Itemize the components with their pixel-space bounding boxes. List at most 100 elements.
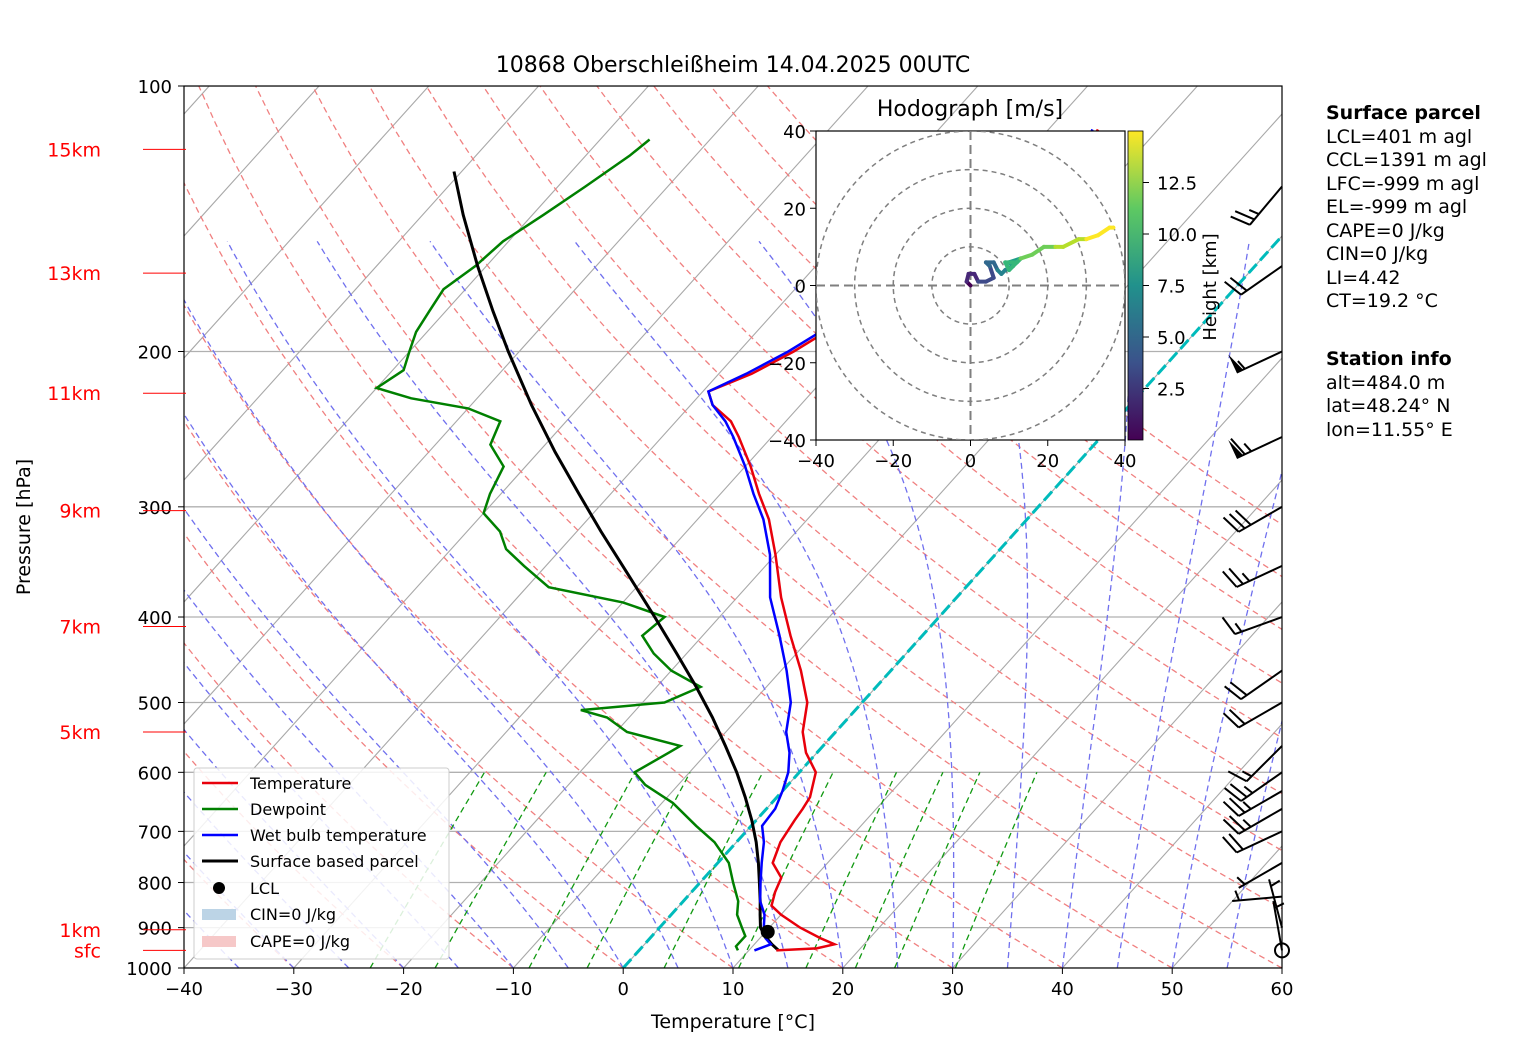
legend-cape-swatch [202, 936, 236, 947]
x-tick-label: 50 [1161, 979, 1184, 1000]
hodograph-x-tick-label: 0 [965, 451, 976, 472]
colorbar-tick-label: 5.0 [1157, 328, 1186, 349]
wind-barbs [1221, 185, 1290, 959]
x-tick-label: −30 [275, 979, 313, 1000]
dry-adiabat [198, 86, 1063, 968]
el-value: EL=-999 m agl [1326, 196, 1468, 218]
barb-full [1230, 215, 1251, 226]
colorbar-ticks: 2.5 5.0 7.5 10.0 12.5 [1143, 174, 1197, 401]
wind-barb [1222, 790, 1283, 817]
y-tick-label: 500 [138, 693, 172, 714]
legend-cin: CIN=0 J/kg [250, 905, 336, 924]
barb-staff [1238, 701, 1283, 729]
moist-adiabat [1116, 241, 1250, 968]
barb-half [1236, 876, 1246, 886]
moist-adiabat [429, 240, 844, 968]
height-label: 1km [59, 920, 101, 942]
height-label: 7km [59, 616, 101, 638]
isotherm [184, 86, 759, 725]
barb-half [1243, 785, 1254, 794]
barb-full [1234, 509, 1252, 526]
moist-adiabat [184, 507, 569, 968]
legend-temperature: Temperature [249, 774, 351, 793]
moist-adiabat [184, 298, 679, 968]
barb-half [1234, 890, 1241, 901]
wind-barb [1236, 862, 1283, 889]
barb-full [1234, 210, 1255, 221]
legend-wetbulb: Wet bulb temperature [250, 826, 427, 845]
isotherm [1061, 723, 1282, 968]
height-label: 9km [59, 501, 101, 523]
barb-full [1228, 797, 1246, 814]
hodograph-segment [1061, 237, 1081, 249]
hodograph-x-tick-label: −20 [874, 451, 912, 472]
station-longitude: lon=11.55° E [1326, 418, 1453, 441]
barb-half [1241, 572, 1251, 582]
wind-barb [1222, 564, 1283, 588]
dry-adiabat [184, 181, 953, 968]
barb-staff [1234, 616, 1283, 636]
wind-barb [1268, 879, 1283, 928]
barb-full [1221, 616, 1236, 635]
barb-half [1234, 622, 1243, 633]
hodograph-y-tick-label: −20 [768, 354, 806, 375]
barb-full [1222, 516, 1240, 533]
wind-barb [1222, 505, 1283, 533]
barb-full [1224, 685, 1242, 701]
height-label: 15km [47, 139, 101, 161]
barb-staff [1236, 350, 1283, 374]
x-tick-label: −40 [165, 979, 203, 1000]
x-tick-label: −20 [385, 979, 423, 1000]
legend-parcel: Surface based parcel [250, 852, 419, 871]
dry-adiabat [425, 86, 1282, 852]
height-label: 11km [47, 383, 101, 405]
moist-adiabat [1061, 241, 1132, 968]
moist-adiabat [184, 589, 514, 968]
barb-full [1222, 818, 1240, 835]
barb-staff [1232, 895, 1283, 902]
surface-parcel-panel: Surface parcel LCL=401 m agl CCL=1391 m … [1326, 102, 1487, 314]
mixing-ratio-line [894, 772, 981, 968]
hodograph-segment [1095, 225, 1112, 238]
x-tick-label: 0 [617, 979, 628, 1000]
colorbar-tick-label: 12.5 [1157, 174, 1197, 195]
barb-staff [1236, 436, 1283, 460]
barb-full [1228, 513, 1246, 530]
hodograph-segment [1018, 252, 1035, 261]
x-tick-label: 10 [722, 979, 745, 1000]
legend-lcl-marker [213, 882, 225, 894]
barb-staff [1272, 900, 1283, 951]
barb-full [1224, 280, 1242, 296]
hodograph-segment [1084, 233, 1100, 242]
station-info-panel: Station info alt=484.0 m lat=48.24° N lo… [1326, 348, 1453, 442]
hodograph-x-tick-label: 40 [1114, 451, 1137, 472]
hodograph-colorbar [1127, 130, 1144, 441]
barb-staff [1238, 807, 1283, 835]
barb-full [1230, 438, 1246, 455]
y-axis-label: Pressure [hPa] [13, 459, 35, 595]
hodograph-segment [1030, 244, 1046, 257]
y-tick-label: 300 [138, 498, 172, 519]
hodograph-segment [987, 264, 996, 280]
isotherm [952, 601, 1282, 968]
isotherm [512, 113, 1282, 968]
axes: −40 −30 −20 −10 0 10 20 30 40 50 60100090080070060… [47, 77, 1293, 1000]
barb-full [1228, 567, 1244, 585]
wind-barb [1227, 745, 1283, 783]
barb-half [1248, 209, 1260, 215]
wind-barb [1230, 185, 1283, 226]
x-tick-label: 20 [831, 979, 854, 1000]
calm-circle [1274, 942, 1290, 959]
zero-isotherm [622, 233, 1282, 968]
moist-adiabat [758, 240, 955, 968]
isotherm [732, 357, 1282, 968]
isotherm [184, 86, 320, 237]
legend-dewpoint: Dewpoint [250, 800, 326, 819]
dry-adiabat [184, 532, 624, 968]
barb-full [1227, 770, 1248, 783]
hodograph: −40−40 −20 −20 0 0 20 20 40 40 Hodograph [m/s] 2… [768, 97, 1221, 472]
y-tick-label: 900 [138, 919, 172, 940]
wind-barb [1221, 616, 1283, 636]
barb-staff [1238, 505, 1283, 533]
lcl-marker [760, 924, 775, 939]
